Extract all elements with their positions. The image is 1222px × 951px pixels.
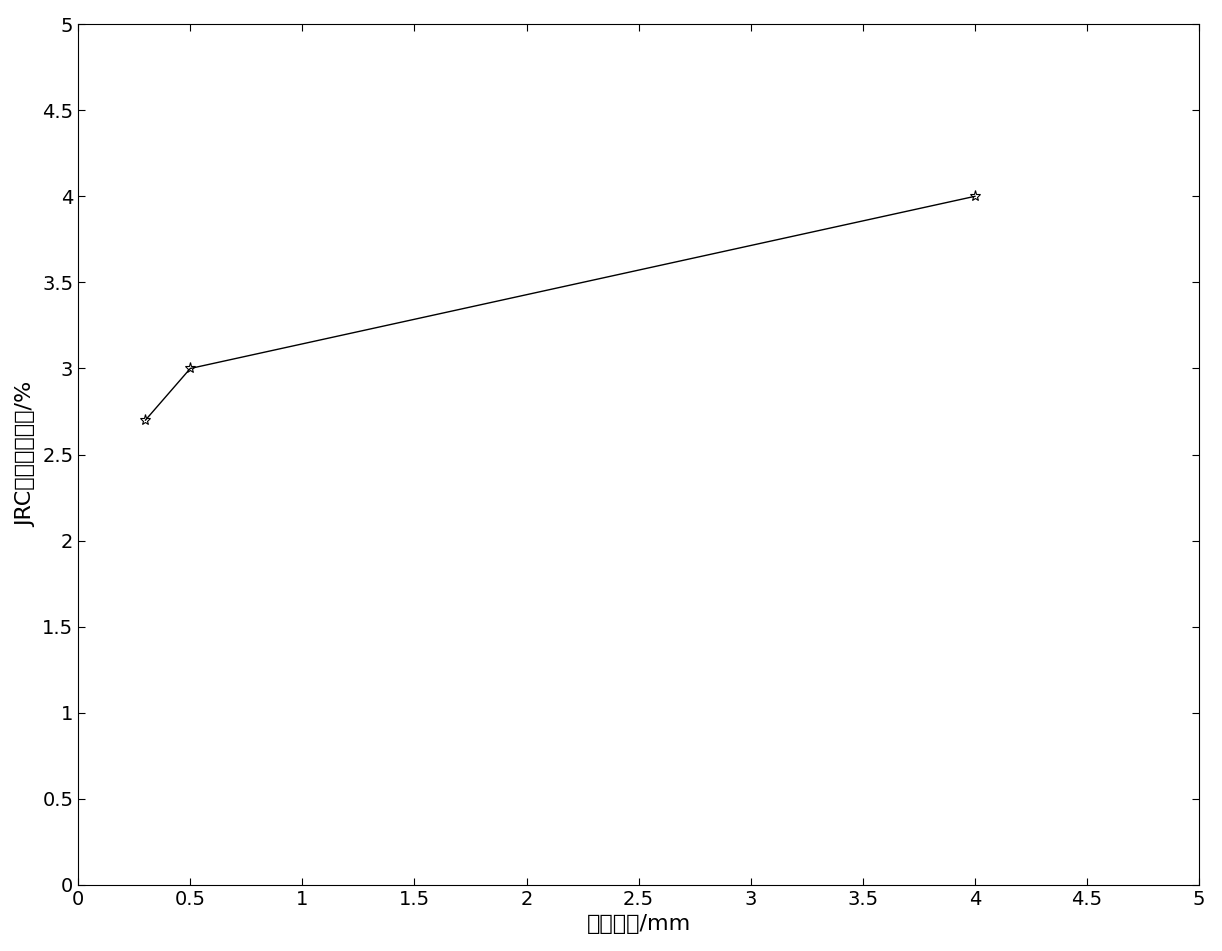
X-axis label: 采样间距/mm: 采样间距/mm [587,914,690,934]
Y-axis label: JRC平均相对误差/%: JRC平均相对误差/% [17,382,37,527]
